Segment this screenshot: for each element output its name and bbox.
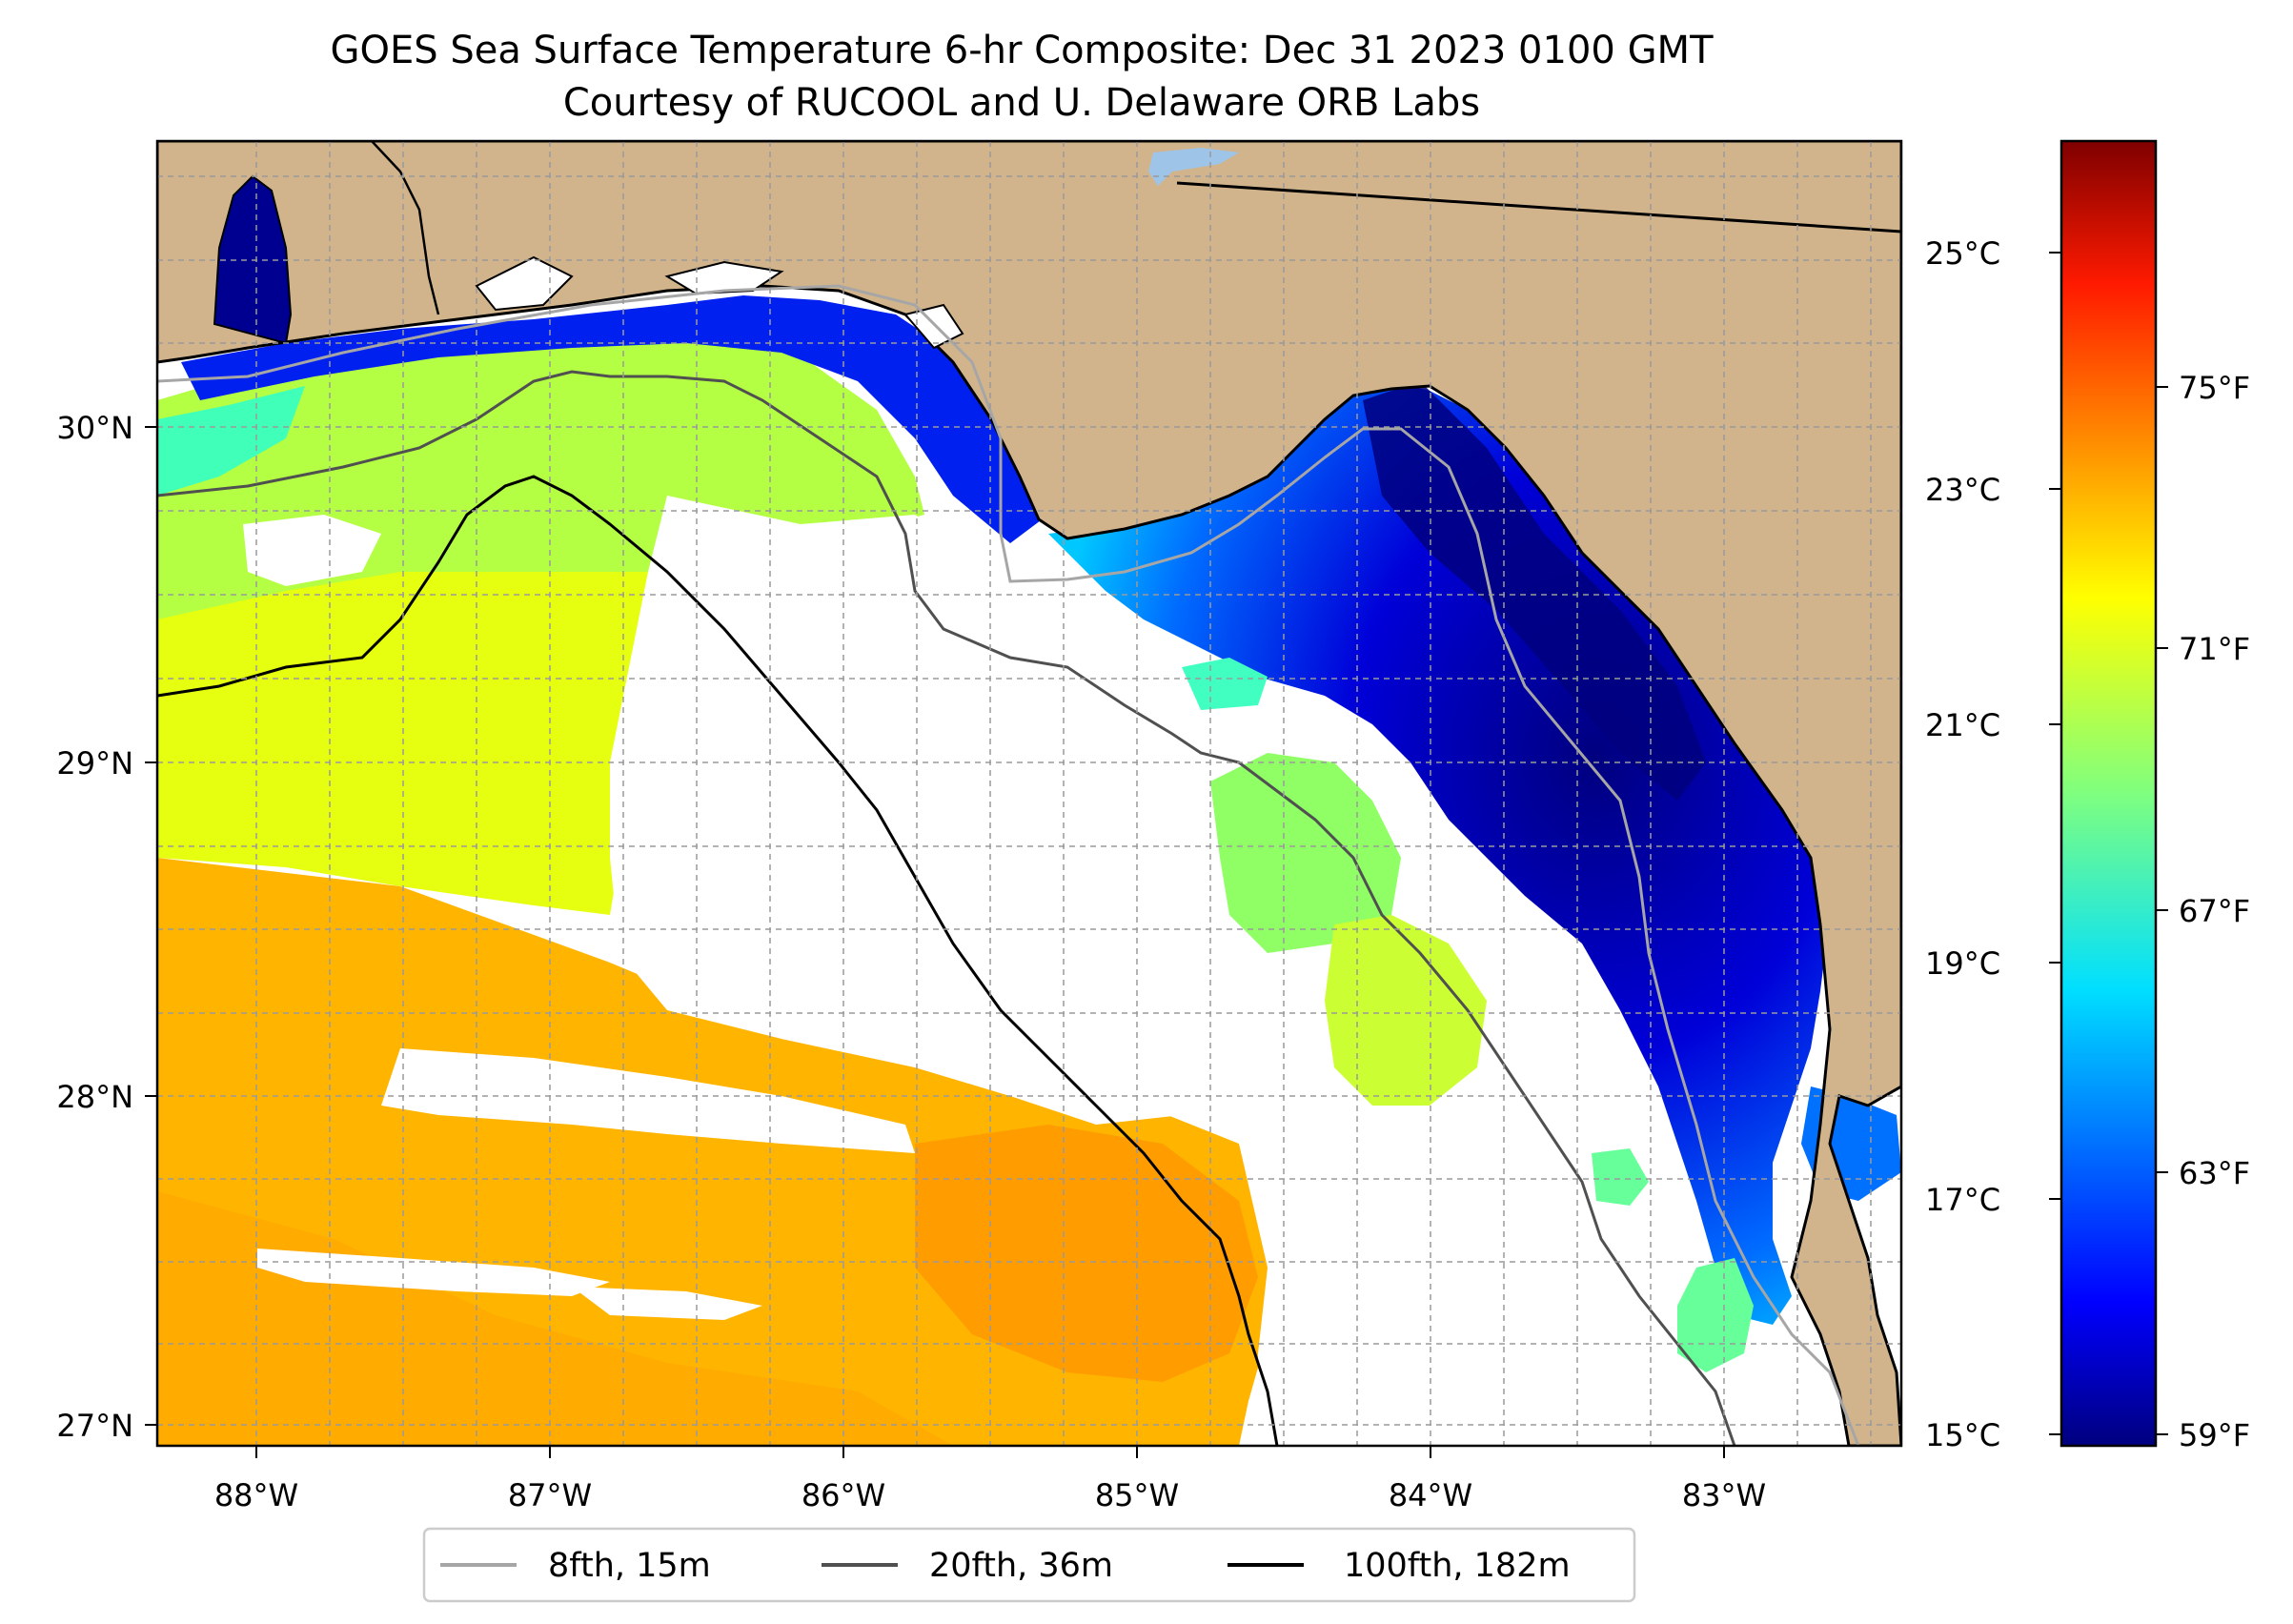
cloud-gap bbox=[243, 515, 381, 586]
lon-label: 85°W bbox=[1095, 1477, 1179, 1513]
contour-legend: 8fth, 15m 20fth, 36m 100fth, 182m bbox=[422, 1527, 1636, 1603]
colorbar-celsius-label: 19°C bbox=[1925, 945, 2000, 982]
lon-label: 83°W bbox=[1682, 1477, 1766, 1513]
gridlines bbox=[157, 141, 1901, 1446]
cloud-mask bbox=[1134, 667, 1258, 762]
colorbar-fahrenheit-label: 59°F bbox=[2179, 1417, 2250, 1453]
colorbar-celsius-label: 17°C bbox=[1925, 1182, 2000, 1218]
contour-100fth bbox=[157, 475, 1279, 1446]
sst-cyan-strip bbox=[157, 386, 305, 496]
sst-cold-northeast bbox=[1363, 381, 1706, 801]
state-boundary bbox=[1176, 181, 1901, 233]
inland-lake bbox=[1148, 148, 1239, 186]
cloud-mask bbox=[610, 496, 1763, 1446]
lat-label: 30°N bbox=[56, 410, 133, 446]
colorbar-celsius-label: 23°C bbox=[1925, 472, 2000, 508]
map-subtitle: Courtesy of RUCOOL and U. Delaware ORB L… bbox=[563, 81, 1480, 125]
colorbar-celsius-label: 25°C bbox=[1925, 235, 2000, 272]
colorbar-celsius-label: 15°C bbox=[1925, 1417, 2000, 1453]
legend-label-20fth: 20fth, 36m bbox=[929, 1547, 1113, 1585]
sst-cold-panhandle bbox=[181, 295, 1048, 543]
colorbar bbox=[2060, 139, 2158, 1448]
colorbar-ticks bbox=[2049, 252, 2168, 1435]
land-florida bbox=[157, 141, 1901, 1446]
sst-cyan-patch bbox=[1182, 658, 1268, 710]
map-title: GOES Sea Surface Temperature 6-hr Compos… bbox=[330, 29, 1714, 72]
legend-label-100fth: 100fth, 182m bbox=[1344, 1547, 1571, 1585]
colorbar-fahrenheit-label: 71°F bbox=[2179, 631, 2250, 667]
lat-label: 28°N bbox=[56, 1079, 133, 1115]
cloud-gap bbox=[381, 1048, 915, 1153]
sst-cold-shelf bbox=[1048, 381, 1830, 1325]
cloud-gap bbox=[572, 1287, 762, 1320]
sst-warm-southwest bbox=[157, 1191, 953, 1446]
state-boundary bbox=[371, 141, 440, 315]
lon-label: 84°W bbox=[1389, 1477, 1472, 1513]
axis-ticks bbox=[145, 426, 1725, 1458]
lon-label: 88°W bbox=[214, 1477, 298, 1513]
map-frame bbox=[155, 139, 1903, 1448]
colorbar-fahrenheit-label: 75°F bbox=[2179, 370, 2250, 406]
coastal-bay bbox=[475, 255, 574, 312]
lat-label: 27°N bbox=[56, 1408, 133, 1444]
sst-green-patch bbox=[1210, 753, 1401, 953]
contour-20fth bbox=[157, 370, 1736, 1446]
coastal-bay bbox=[664, 260, 784, 295]
cloud-gap bbox=[257, 1248, 610, 1296]
lat-label: 29°N bbox=[56, 745, 133, 782]
legend-label-8fth: 8fth, 15m bbox=[548, 1547, 711, 1585]
sst-green-patch-small bbox=[1592, 1148, 1649, 1206]
lon-label: 87°W bbox=[508, 1477, 592, 1513]
map-area bbox=[157, 141, 1901, 1446]
legend-box bbox=[422, 1527, 1636, 1603]
colorbar-fahrenheit-label: 67°F bbox=[2179, 893, 2250, 929]
contour-8fth bbox=[157, 284, 1860, 1446]
colorbar-fahrenheit-label: 63°F bbox=[2179, 1155, 2250, 1191]
sst-yellow-patch bbox=[1325, 915, 1487, 1106]
colorbar-celsius-label: 21°C bbox=[1925, 707, 2000, 743]
lon-label: 86°W bbox=[802, 1477, 885, 1513]
